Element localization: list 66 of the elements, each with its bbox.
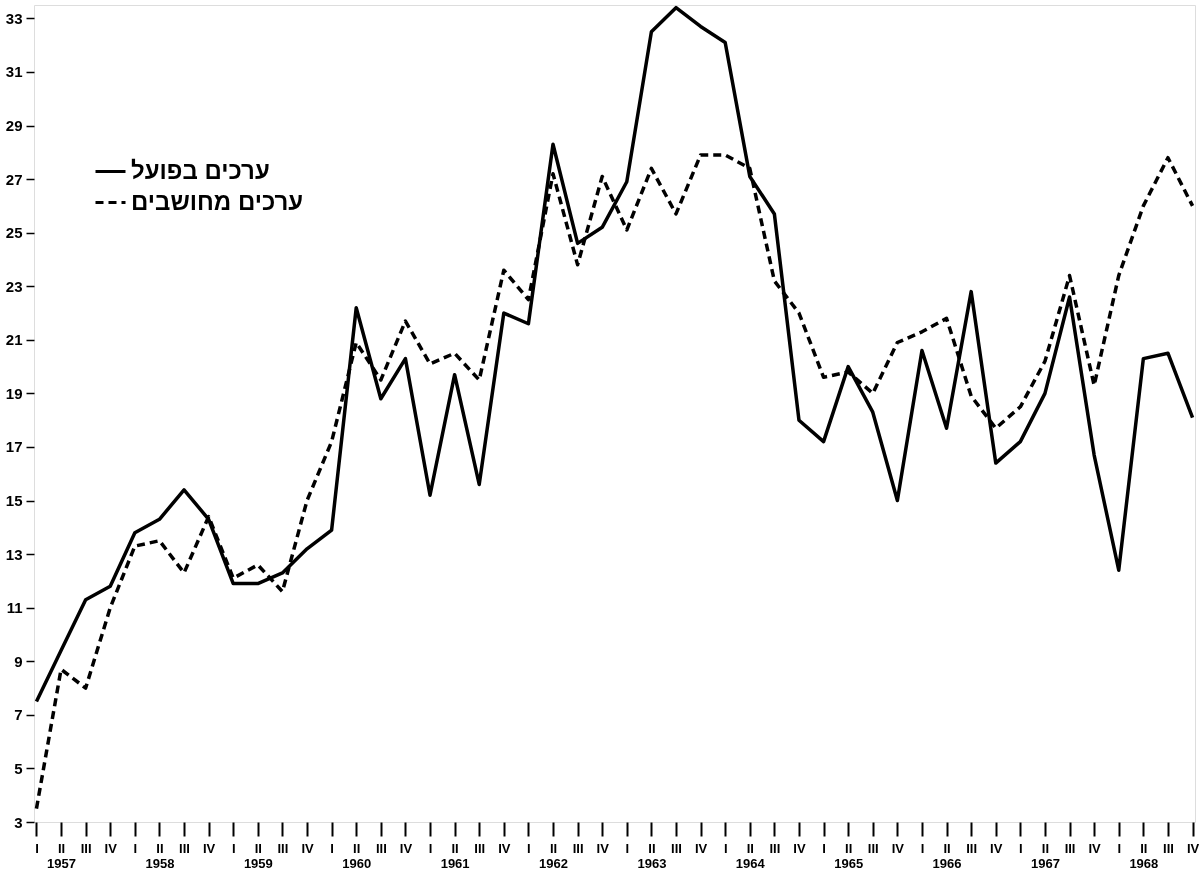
- x-tick-label: IV: [694, 840, 708, 856]
- y-tick-label: 33: [5, 9, 23, 27]
- x-tick-label: I: [133, 840, 138, 856]
- x-tick-label: IV: [399, 840, 413, 856]
- x-tick-label: IV: [990, 840, 1003, 856]
- x-tick-label: III: [277, 840, 289, 856]
- x-tick-label: II 1961: [440, 840, 470, 871]
- x-tick-label: III: [80, 840, 92, 856]
- y-tick-label: 9: [14, 652, 23, 670]
- x-tick-label: I: [822, 840, 826, 856]
- x-tick-label: III: [375, 840, 387, 856]
- x-tick-label: II 1963: [637, 840, 667, 871]
- x-tick-label: IV: [793, 840, 806, 856]
- x-tick-label: I: [330, 840, 334, 856]
- y-tick-label: 23: [5, 277, 23, 295]
- x-tick-label: II 1967: [1030, 840, 1060, 871]
- x-tick-label: III: [769, 840, 781, 856]
- x-tick-label: IV: [301, 840, 314, 856]
- x-tick-label: I: [1117, 840, 1122, 856]
- x-tick-label: III: [1163, 840, 1174, 856]
- x-tick-label: I: [527, 840, 531, 856]
- x-tick-label: I: [428, 840, 433, 856]
- x-tick-label: II 1966: [932, 840, 962, 871]
- x-tick-label: IV: [1186, 840, 1200, 856]
- y-tick-label: 17: [5, 438, 23, 456]
- x-tick-label: I: [231, 840, 236, 856]
- y-tick-label: 27: [5, 170, 23, 188]
- y-tick-label: 15: [5, 492, 23, 510]
- y-tick-label: 19: [5, 384, 23, 402]
- y-tick-label: 11: [6, 599, 23, 617]
- x-tick-label: I: [625, 840, 630, 856]
- x-tick-label: IV: [104, 840, 118, 856]
- x-tick-label: II 1959: [243, 840, 273, 871]
- x-tick-label: III: [867, 840, 879, 856]
- x-tick-label: II 1968: [1129, 840, 1159, 871]
- legend-label: ערכים מחושבים: [131, 187, 304, 215]
- x-tick-label: IV: [202, 840, 216, 856]
- x-tick-label: I: [1019, 840, 1023, 856]
- x-tick-label: II 1962: [539, 840, 568, 871]
- y-tick-label: 21: [5, 331, 23, 349]
- x-tick-label: IV: [1088, 840, 1102, 856]
- x-tick-label: IV: [891, 840, 905, 856]
- x-tick-label: II 1960: [342, 840, 372, 871]
- y-tick-label: 3: [14, 813, 23, 831]
- x-tick-label: III: [1064, 840, 1076, 856]
- x-tick-label: I: [723, 840, 728, 856]
- x-tick-label: II 1964: [735, 840, 766, 871]
- y-tick-label: 7: [14, 706, 23, 724]
- x-tick-label: III: [474, 840, 486, 856]
- x-tick-label: IV: [498, 840, 511, 856]
- x-tick-label: II 1957: [47, 840, 77, 871]
- x-tick-label: III: [671, 840, 682, 856]
- y-tick-label: 25: [5, 224, 23, 242]
- x-tick-label: II 1965: [834, 840, 864, 871]
- x-tick-label: III: [179, 840, 190, 856]
- y-tick-label: 13: [5, 545, 23, 563]
- y-tick-label: 29: [5, 117, 23, 135]
- x-tick-label: II 1958: [145, 840, 175, 871]
- x-tick-label: III: [572, 840, 584, 856]
- legend-label: ערכים בפועל: [131, 156, 270, 184]
- y-tick-label: 5: [14, 759, 23, 777]
- x-tick-label: III: [966, 840, 978, 856]
- x-tick-label: I: [35, 840, 39, 856]
- x-tick-label: I: [920, 840, 925, 856]
- y-tick-label: 31: [5, 63, 23, 81]
- x-tick-label: IV: [596, 840, 610, 856]
